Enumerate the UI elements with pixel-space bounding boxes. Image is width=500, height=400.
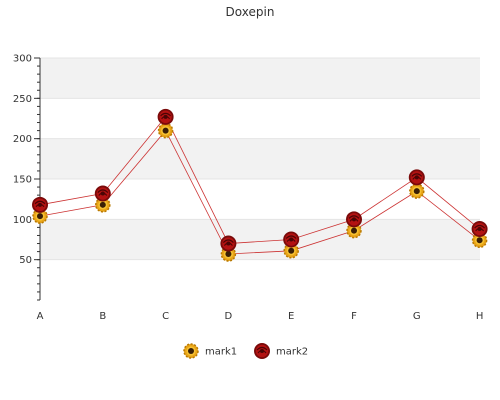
legend-item-mark2: mark2 [253, 342, 308, 360]
data-point-mark1-c [157, 122, 174, 139]
legend-label-mark2: mark2 [276, 347, 308, 358]
x-tick-label: D [225, 311, 233, 322]
y-tick-label: 250 [13, 94, 32, 105]
legend: mark1 mark2 [183, 342, 308, 360]
x-tick-label: G [413, 311, 421, 322]
chart-title: Doxepin [226, 5, 275, 19]
data-point-mark2-g [408, 168, 426, 186]
data-point-mark2-a [31, 196, 49, 214]
series-lines [39, 116, 480, 255]
x-tick-label: E [288, 311, 294, 322]
x-axis-ticks: A B C D E F G H [37, 311, 484, 322]
grid-bands [40, 58, 480, 260]
data-point-mark2-e [282, 230, 300, 249]
legend-item-mark1: mark1 [183, 343, 237, 359]
x-tick-label: A [37, 311, 44, 322]
series-line-mark1 [39, 129, 480, 255]
y-axis-ticks: 50 100 150 200 250 300 [13, 54, 40, 266]
data-point-mark2-d [219, 234, 237, 253]
sunflower-icon [183, 343, 199, 359]
y-tick-label: 200 [13, 134, 32, 145]
y-tick-label: 50 [19, 255, 32, 266]
y-tick-label: 150 [13, 175, 32, 186]
grid-band [40, 219, 480, 260]
data-point-mark2-h [471, 220, 489, 238]
series-line-mark2 [39, 116, 480, 244]
grid-lines [40, 57, 480, 261]
grid-band [40, 58, 480, 99]
x-tick-label: F [351, 311, 357, 322]
x-tick-label: B [99, 311, 106, 322]
y-tick-label: 100 [13, 215, 32, 226]
data-point-mark2-c [157, 108, 175, 126]
data-point-mark2-b [94, 184, 112, 203]
x-tick-label: C [162, 311, 169, 322]
y-tick-label: 300 [13, 54, 32, 65]
legend-label-mark1: mark1 [205, 347, 237, 358]
data-point-mark1-g [409, 183, 425, 199]
red-rose-icon [253, 342, 271, 360]
data-point-mark2-f [345, 210, 363, 228]
x-tick-label: H [476, 311, 484, 322]
grid-band [40, 138, 480, 179]
